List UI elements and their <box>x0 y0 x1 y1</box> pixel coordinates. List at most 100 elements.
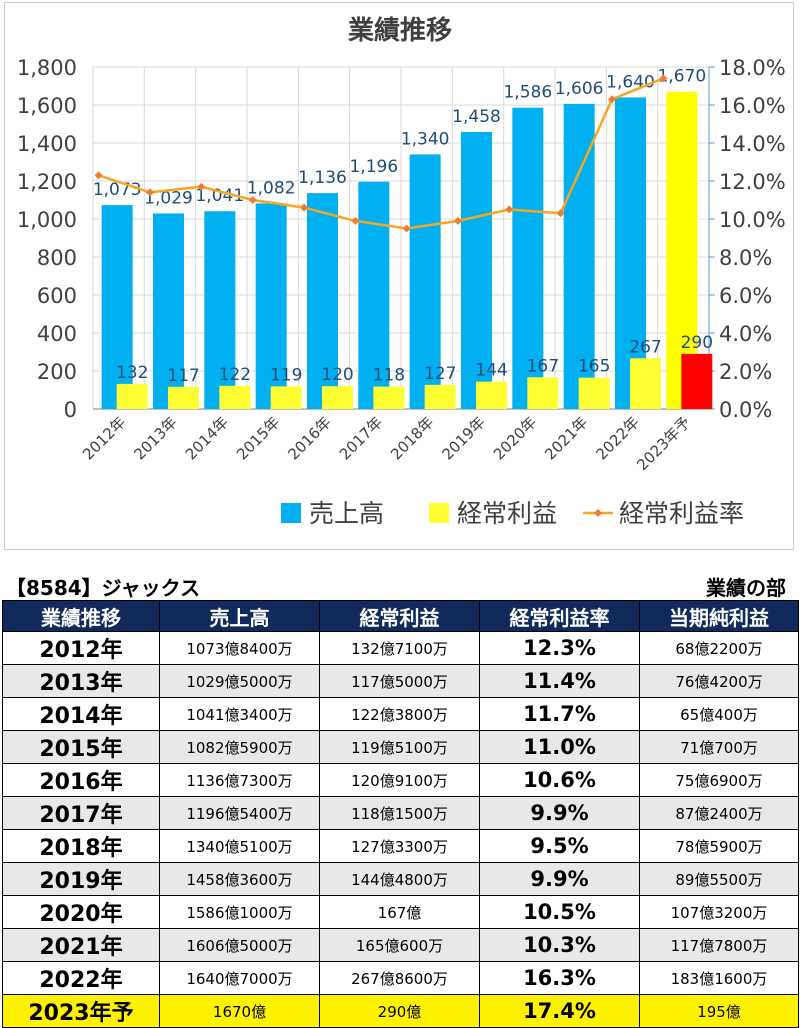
x-tick-label: 2020年 <box>490 413 540 463</box>
bar-profit <box>270 386 302 409</box>
table-header-cell: 売上高 <box>159 600 320 632</box>
table-cell: 1196億5400万 <box>159 796 320 830</box>
legend-label-rate: 経常利益率 <box>619 499 744 528</box>
table-row: 2015年 1082億5900万 119億5100万 11.0% 71億700万 <box>2 730 799 764</box>
data-label-sales: 1,586 <box>503 83 552 103</box>
data-label-profit: 120 <box>321 365 353 385</box>
table-cell: 267億8600万 <box>319 961 480 995</box>
point-profit-rate <box>659 74 668 83</box>
data-label-profit: 290 <box>681 333 713 353</box>
bar-sales <box>409 154 441 409</box>
x-tick-label: 2013年 <box>130 413 180 463</box>
data-label-profit: 144 <box>475 361 507 381</box>
data-label-sales: 1,640 <box>606 72 655 92</box>
y2-tick-label: 6.0% <box>719 284 772 308</box>
y2-tick-label: 18.0% <box>719 56 786 80</box>
performance-chart: 業績推移 0 200 400 600 800 1,000 1,200 1,400 1,600 1,8… <box>17 16 786 528</box>
bar-sales <box>204 211 236 409</box>
table-cell: 9.5% <box>479 829 640 863</box>
data-label-profit: 132 <box>116 363 148 383</box>
table-cell: 2022年 <box>2 961 160 995</box>
x-tick-label: 2015年 <box>233 413 283 463</box>
chart-title: 業績推移 <box>348 16 452 46</box>
point-profit-rate <box>556 209 565 218</box>
data-label-profit: 122 <box>219 365 251 385</box>
y-tick-label: 800 <box>37 246 77 270</box>
legend-marker-rate <box>594 509 602 517</box>
table-cell: 2021年 <box>2 928 160 962</box>
bar-sales <box>255 203 287 409</box>
y-tick-label: 1,000 <box>17 208 77 232</box>
bar-profit <box>630 358 661 409</box>
bar-sales <box>615 97 646 410</box>
table-header-cell: 経常利益率 <box>479 600 640 632</box>
table-cell: 17.4% <box>479 994 640 1028</box>
table-row: 2014年 1041億3400万 122億3800万 11.7% 65億400万 <box>2 697 799 731</box>
data-label-profit: 119 <box>270 365 302 385</box>
bar-sales <box>512 107 544 409</box>
x-tick-label: 2021年 <box>541 413 591 463</box>
x-tick-label: 2019年 <box>438 413 488 463</box>
table-row: 2018年 1340億5100万 127億3300万 9.5% 78億5900万 <box>2 829 799 863</box>
table-cell: 290億 <box>319 994 480 1028</box>
bar-profit <box>116 383 148 409</box>
table-cell: 11.0% <box>479 730 640 764</box>
y2-tick-label: 16.0% <box>719 94 786 118</box>
data-label-sales: 1,073 <box>93 180 142 200</box>
table-header-cell: 経常利益 <box>319 600 480 632</box>
table-cell: 165億600万 <box>319 928 480 962</box>
data-label-sales: 1,029 <box>144 188 193 208</box>
table-cell: 10.3% <box>479 928 640 962</box>
data-label-profit: 118 <box>373 366 405 386</box>
bar-sales <box>461 131 492 410</box>
table-cell: 1073億8400万 <box>159 631 320 665</box>
table-cell: 11.7% <box>479 697 640 731</box>
table-cell: 10.5% <box>479 895 640 929</box>
table-cell: 87億2400万 <box>639 796 799 830</box>
table-cell: 117億7800万 <box>639 928 799 962</box>
table-row: 2012年 1073億8400万 132億7100万 12.3% 68億2200万 <box>2 631 799 665</box>
table-cell: 132億7100万 <box>319 631 480 665</box>
legend-swatch-sales <box>281 503 301 523</box>
data-label-profit: 127 <box>424 364 456 384</box>
table-cell: 2015年 <box>2 730 160 764</box>
bar-profit <box>219 385 251 409</box>
table-cell: 167億 <box>319 895 480 929</box>
performance-table: 業績推移 売上高 経常利益 経常利益率 当期純利益 2012年 1073億8400万 132… <box>2 600 799 1028</box>
bar-profit <box>373 386 405 409</box>
table-cell: 76億4200万 <box>639 664 799 698</box>
table-cell: 119億5100万 <box>319 730 480 764</box>
table-cell: 120億9100万 <box>319 763 480 797</box>
y-tick-label: 0 <box>64 398 77 422</box>
table-cell: 183億1600万 <box>639 961 799 995</box>
x-tick-label: 2014年 <box>182 413 232 463</box>
table-cell: 1606億5000万 <box>159 928 320 962</box>
table-row-forecast: 2023年予 1670億 290億 17.4% 195億 <box>2 994 799 1028</box>
section-label: 業績の部 <box>706 576 786 600</box>
table-cell: 1340億5100万 <box>159 829 320 863</box>
y2-tick-label: 14.0% <box>719 132 786 156</box>
table-cell: 12.3% <box>479 631 640 665</box>
table-cell: 9.9% <box>479 796 640 830</box>
table-cell: 71億700万 <box>639 730 799 764</box>
x-tick-label: 2018年 <box>387 413 437 463</box>
table-row: 2013年 1029億5000万 117億5000万 11.4% 76億4200万 <box>2 664 799 698</box>
point-profit-rate <box>608 95 616 104</box>
point-profit-rate <box>146 188 154 197</box>
point-profit-rate <box>505 205 514 214</box>
table-cell: 2018年 <box>2 829 160 863</box>
table-cell: 117億5000万 <box>319 664 480 698</box>
table-cell: 195億 <box>639 994 799 1028</box>
table-cell: 2014年 <box>2 697 160 731</box>
table-cell: 1041億3400万 <box>159 697 320 731</box>
table-cell: 1670億 <box>159 994 320 1028</box>
table-cell: 78億5900万 <box>639 829 799 863</box>
bar-profit <box>681 353 713 409</box>
table-cell: 144億4800万 <box>319 862 480 896</box>
table-cell: 122億3800万 <box>319 697 480 731</box>
x-tick-label: 2016年 <box>284 413 334 463</box>
table-cell: 1136億7300万 <box>159 763 320 797</box>
legend-label-profit: 経常利益 <box>457 499 557 528</box>
table-row: 2020年 1586億1000万 167億 10.5% 107億3200万 <box>2 895 799 929</box>
table-cell: 1640億7000万 <box>159 961 320 995</box>
